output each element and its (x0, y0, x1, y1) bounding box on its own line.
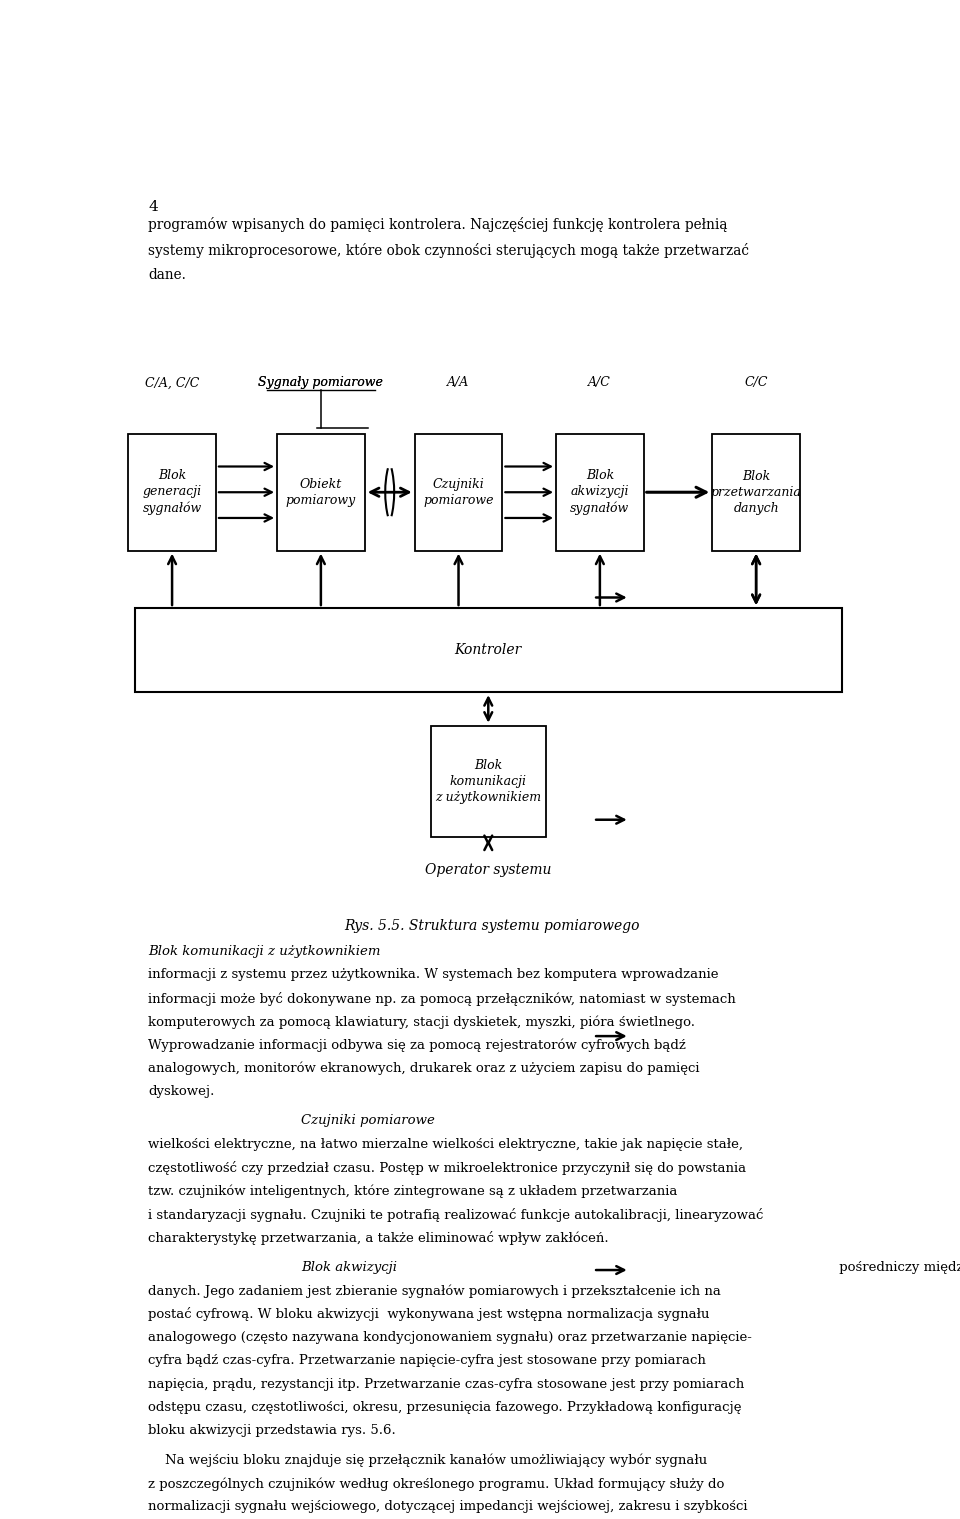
Text: Sygnały pomiarowe: Sygnały pomiarowe (258, 377, 383, 389)
Text: Rys. 5.5. Struktura systemu pomiarowego: Rys. 5.5. Struktura systemu pomiarowego (345, 919, 639, 933)
FancyBboxPatch shape (556, 434, 644, 551)
Text: Kontroler: Kontroler (455, 643, 522, 658)
Text: danych. Jego zadaniem jest zbieranie sygnałów pomiarowych i przekształcenie ich : danych. Jego zadaniem jest zbieranie syg… (148, 1284, 721, 1297)
Text: wielkości elektryczne, na łatwo mierzalne wielkości elektryczne, takie jak napię: wielkości elektryczne, na łatwo mierzaln… (148, 1138, 743, 1151)
Text: z poszczególnych czujników według określonego programu. Układ formujący służy do: z poszczególnych czujników według określ… (148, 1476, 725, 1490)
Text: Blok
akwizycji
sygnałów: Blok akwizycji sygnałów (570, 469, 630, 515)
FancyBboxPatch shape (129, 434, 216, 551)
Text: Blok
komunikacji
z użytkownikiem: Blok komunikacji z użytkownikiem (435, 758, 541, 804)
Text: i standaryzacji sygnału. Czujniki te potrafią realizować funkcje autokalibracji,: i standaryzacji sygnału. Czujniki te pot… (148, 1208, 763, 1223)
Text: informacji może być dokonywane np. za pomocą przełączników, natomiast w systemac: informacji może być dokonywane np. za po… (148, 992, 736, 1006)
Text: 4: 4 (148, 201, 158, 214)
Text: Blok
przetwarzania
danych: Blok przetwarzania danych (710, 469, 802, 515)
Text: dane.: dane. (148, 267, 186, 281)
Text: Wyprowadzanie informacji odbywa się za pomocą rejestratorów cyfrowych bądź: Wyprowadzanie informacji odbywa się za p… (148, 1039, 686, 1053)
Text: systemy mikroprocesorowe, które obok czynności sterujących mogą także przetwarza: systemy mikroprocesorowe, które obok czy… (148, 243, 749, 258)
Text: A/C: A/C (588, 377, 612, 389)
FancyBboxPatch shape (431, 726, 546, 837)
Text: Blok akwizycji: Blok akwizycji (300, 1261, 396, 1273)
Text: Na wejściu bloku znajduje się przełącznik kanałów umożliwiający wybór sygnału: Na wejściu bloku znajduje się przełączni… (148, 1454, 708, 1467)
Text: bloku akwizycji przedstawia rys. 5.6.: bloku akwizycji przedstawia rys. 5.6. (148, 1425, 396, 1437)
Text: Blok komunikacji z użytkownikiem: Blok komunikacji z użytkownikiem (148, 945, 381, 958)
Text: postać cyfrową. W bloku akwizycji  wykonywana jest wstępna normalizacja sygnału: postać cyfrową. W bloku akwizycji wykony… (148, 1308, 709, 1322)
Text: analogowych, monitorów ekranowych, drukarek oraz z użyciem zapisu do pamięci: analogowych, monitorów ekranowych, druka… (148, 1062, 700, 1075)
FancyBboxPatch shape (134, 608, 842, 693)
Text: normalizacji sygnału wejściowego, dotyczącej impedancji wejściowej, zakresu i sz: normalizacji sygnału wejściowego, dotycz… (148, 1501, 748, 1513)
Text: cyfra bądź czas-cyfra. Przetwarzanie napięcie-cyfra jest stosowane przy pomiarac: cyfra bądź czas-cyfra. Przetwarzanie nap… (148, 1355, 707, 1367)
FancyBboxPatch shape (415, 434, 502, 551)
Text: Obiekt
pomiarowy: Obiekt pomiarowy (286, 478, 356, 507)
Text: programów wpisanych do pamięci kontrolera. Najczęściej funkcję kontrolera pełnią: programów wpisanych do pamięci kontroler… (148, 217, 728, 232)
FancyBboxPatch shape (373, 450, 406, 535)
Text: odstępu czasu, częstotliwości, okresu, przesunięcia fazowego. Przykładową konfig: odstępu czasu, częstotliwości, okresu, p… (148, 1401, 742, 1414)
FancyBboxPatch shape (712, 434, 800, 551)
Text: Czujniki pomiarowe: Czujniki pomiarowe (300, 1115, 435, 1127)
Text: pośredniczy między czujnikami pomiarowymi a blokiem przetwarzania: pośredniczy między czujnikami pomiarowym… (835, 1261, 960, 1273)
Text: dyskowej.: dyskowej. (148, 1085, 215, 1098)
Text: A/A: A/A (447, 377, 469, 389)
Text: Operator systemu: Operator systemu (425, 863, 551, 876)
Text: Sygnały pomiarowe: Sygnały pomiarowe (258, 377, 383, 389)
Text: tzw. czujników inteligentnych, które zintegrowane są z układem przetwarzania: tzw. czujników inteligentnych, które zin… (148, 1185, 678, 1198)
Text: analogowego (często nazywana kondycjonowaniem sygnału) oraz przetwarzanie napięc: analogowego (często nazywana kondycjonow… (148, 1331, 752, 1344)
Text: komputerowych za pomocą klawiatury, stacji dyskietek, myszki, pióra świetlnego.: komputerowych za pomocą klawiatury, stac… (148, 1015, 695, 1028)
Text: Blok
generacji
sygnałów: Blok generacji sygnałów (142, 469, 202, 515)
Text: Czujniki
pomiarowe: Czujniki pomiarowe (423, 478, 493, 507)
Text: napięcia, prądu, rezystancji itp. Przetwarzanie czas-cyfra stosowane jest przy p: napięcia, prądu, rezystancji itp. Przetw… (148, 1378, 745, 1390)
Text: charakterystykę przetwarzania, a także eliminować wpływ zakłóceń.: charakterystykę przetwarzania, a także e… (148, 1232, 609, 1246)
Text: częstotliwość czy przedział czasu. Postęp w mikroelektronice przyczynił się do p: częstotliwość czy przedział czasu. Postę… (148, 1161, 746, 1176)
Text: C/A, C/C: C/A, C/C (145, 377, 200, 389)
Text: informacji z systemu przez użytkownika. W systemach bez komputera wprowadzanie: informacji z systemu przez użytkownika. … (148, 968, 719, 981)
FancyBboxPatch shape (277, 434, 365, 551)
Text: C/C: C/C (744, 377, 768, 389)
